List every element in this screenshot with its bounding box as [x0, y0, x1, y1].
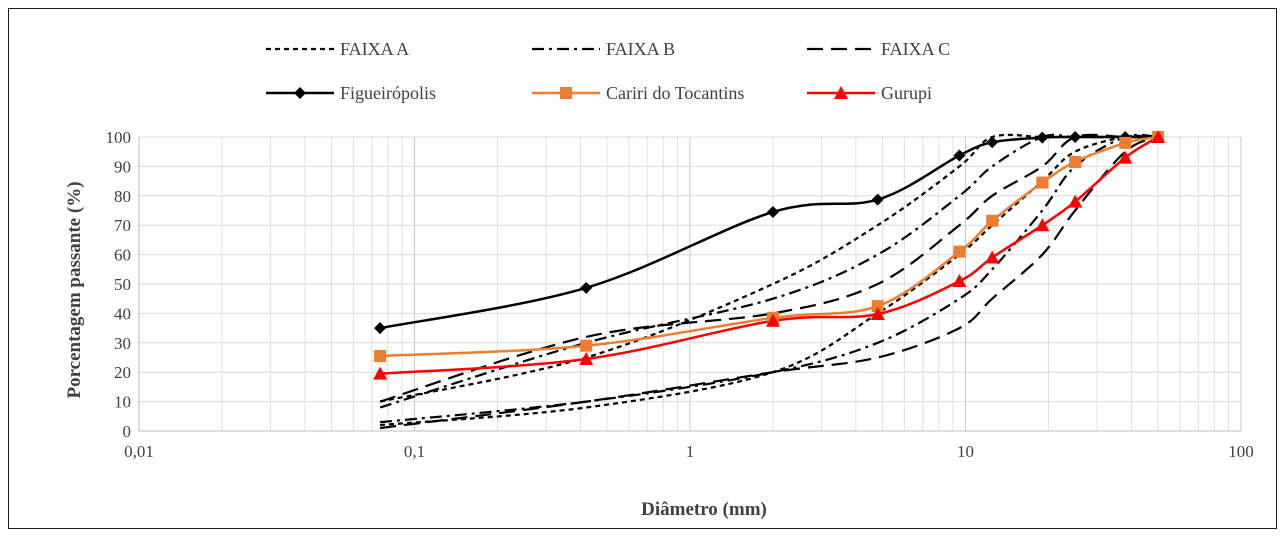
series-line-faixa-c-lower — [379, 135, 1159, 430]
data-point-gurupi — [579, 351, 594, 365]
data-point-figueiropolis — [766, 205, 779, 218]
data-point-gurupi — [373, 366, 388, 380]
data-point-figueiropolis — [1036, 131, 1049, 144]
legend-swatch-marker — [294, 87, 306, 99]
data-point-cariri-do-tocantins — [986, 214, 999, 227]
grain-size-chart: 0 10 20 30 40 50 60 70 80 90 100 0,01 0,1 1 10 100 FAIX… — [64, 39, 1254, 520]
data-point-gurupi — [765, 313, 780, 327]
legend-item-faixa-b: FAIXA B — [532, 39, 675, 59]
marker-layer — [373, 130, 1166, 380]
data-point-figueiropolis — [580, 281, 593, 294]
y-tick-label: 40 — [114, 304, 131, 323]
data-point-figueiropolis — [1069, 131, 1082, 143]
x-tick-label: 0,01 — [124, 442, 154, 461]
chart-frame: 0 10 20 30 40 50 60 70 80 90 100 0,01 0,1 1 10 100 FAIX… — [8, 8, 1277, 529]
data-point-gurupi — [1035, 218, 1050, 232]
legend-label: FAIXA A — [340, 39, 409, 59]
y-tick-label: 70 — [114, 216, 131, 235]
data-point-cariri-do-tocantins — [1069, 155, 1082, 168]
data-point-cariri-do-tocantins — [953, 245, 966, 258]
data-point-gurupi — [985, 250, 1000, 264]
data-point-gurupi — [1151, 130, 1166, 143]
y-tick-label: 50 — [114, 275, 131, 294]
legend-item-figueiropolis: Figueirópolis — [266, 83, 436, 103]
x-tick-label: 10 — [957, 442, 974, 461]
y-tick-label: 90 — [114, 157, 131, 176]
series-line-faixa-c-upper — [379, 133, 1159, 403]
data-point-figueiropolis — [986, 136, 999, 149]
data-point-gurupi — [952, 274, 967, 288]
data-point-cariri-do-tocantins — [1036, 176, 1049, 189]
y-tick-label: 0 — [123, 422, 132, 441]
x-tick-label: 1 — [686, 442, 695, 461]
data-point-gurupi — [1068, 194, 1083, 208]
x-tick-label: 100 — [1228, 442, 1254, 461]
legend-swatch-marker — [834, 86, 848, 99]
data-point-figueiropolis — [871, 193, 884, 206]
x-axis-title: Diâmetro (mm) — [641, 499, 767, 520]
y-axis-title: Porcentagem passante (%) — [64, 181, 85, 398]
x-tick-label: 0,1 — [404, 442, 425, 461]
data-point-figueiropolis — [374, 322, 387, 335]
y-tick-label: 20 — [114, 363, 131, 382]
legend-swatch-marker — [560, 87, 572, 99]
legend-label: Cariri do Tocantins — [606, 83, 744, 103]
legend-item-gurupi: Gurupi — [807, 83, 932, 103]
legend-item-faixa-a: FAIXA A — [266, 39, 409, 59]
data-point-cariri-do-tocantins — [1119, 136, 1132, 149]
legend-label: Figueirópolis — [340, 83, 436, 103]
legend-item-faixa-c: FAIXA C — [807, 39, 950, 59]
y-tick-label: 60 — [114, 246, 131, 265]
y-tick-label: 80 — [114, 187, 131, 206]
y-tick-label: 10 — [114, 393, 131, 412]
legend: FAIXA A FAIXA B FAIXA C Figueirópolis Cariri… — [266, 39, 950, 103]
legend-item-cariri-do-tocantins: Cariri do Tocantins — [532, 83, 744, 103]
series-line-faixa-a-lower — [380, 134, 1159, 427]
data-point-gurupi — [1118, 150, 1133, 164]
data-point-cariri-do-tocantins — [374, 350, 387, 363]
y-tick-label: 100 — [106, 128, 132, 147]
data-point-cariri-do-tocantins — [580, 339, 593, 352]
legend-label: Gurupi — [881, 83, 932, 103]
data-point-gurupi — [870, 306, 885, 320]
y-tick-label: 30 — [114, 334, 131, 353]
data-point-figueiropolis — [953, 149, 966, 162]
axis-layer: 0 10 20 30 40 50 60 70 80 90 100 0,01 0,1 1 10 100 — [106, 128, 1254, 461]
legend-label: FAIXA C — [881, 39, 950, 59]
data-point-cariri-do-tocantins — [871, 300, 884, 313]
legend-label: FAIXA B — [606, 39, 675, 59]
